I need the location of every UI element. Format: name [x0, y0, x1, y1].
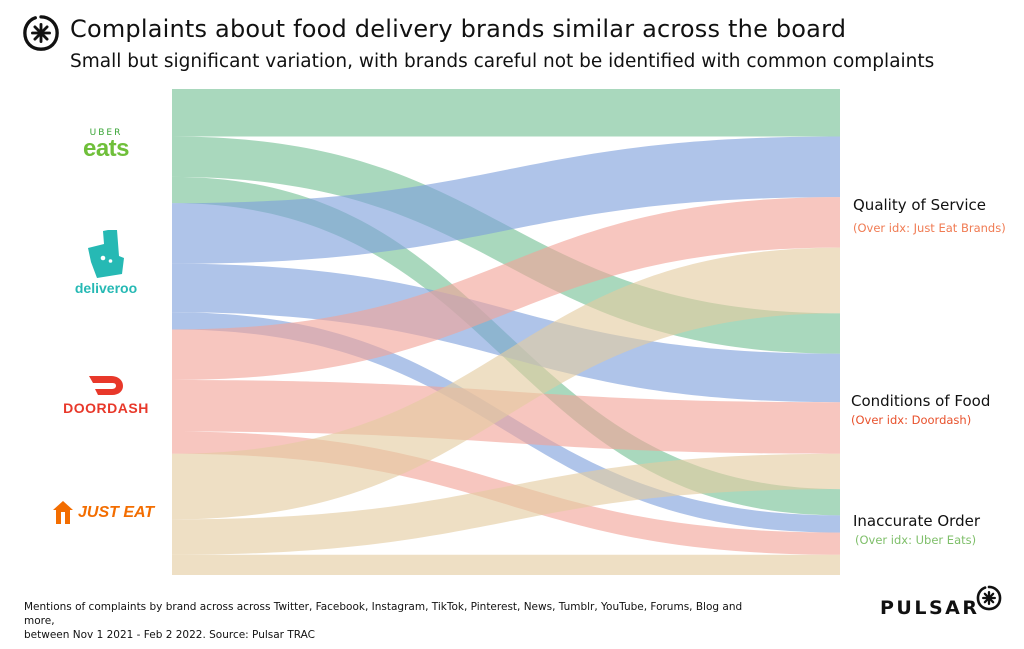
category-conditions-of-food: Conditions of Food — [851, 392, 991, 410]
flow-deliveroo-to-conditions-of-food — [172, 263, 840, 403]
flow-deliveroo-to-quality-of-service — [172, 136, 840, 264]
deliveroo-logo-text: deliveroo — [74, 280, 138, 296]
category-inaccurate-order: Inaccurate Order — [853, 512, 980, 530]
page-subtitle: Small but significant variation, with br… — [70, 51, 935, 72]
brand-uber-eats: UBER eats — [72, 128, 140, 162]
brand-deliveroo: deliveroo — [72, 228, 140, 296]
uber-eats-logo-text: eats — [82, 135, 130, 162]
doordash-logo-text: DOORDASH — [63, 400, 149, 416]
flow-just-eat-to-quality-of-service — [172, 247, 840, 520]
just-eat-house-icon — [53, 501, 73, 524]
flow-doordash-to-conditions-of-food — [172, 379, 840, 454]
footer-note: Mentions of complaints by brand across a… — [24, 600, 764, 642]
just-eat-logo-text: JUST EAT — [78, 504, 155, 521]
uber-eats-logo-top: UBER — [89, 128, 123, 138]
category-inaccurate-order-index: (Over idx: Uber Eats) — [855, 533, 977, 547]
category-conditions-of-food-index: (Over idx: Doordash) — [851, 413, 972, 427]
pulsar-logo-icon — [23, 15, 59, 51]
footer-line-1: Mentions of complaints by brand across a… — [24, 601, 743, 627]
flow-doordash-to-quality-of-service — [172, 197, 840, 380]
pulsar-wordmark: PULSAR — [880, 597, 980, 619]
brand-doordash: DOORDASH — [58, 374, 154, 416]
doordash-dash-icon — [89, 376, 123, 395]
footer-line-2: between Nov 1 2021 - Feb 2 2022. Source:… — [24, 629, 315, 641]
brand-just-eat: JUST EAT — [52, 500, 156, 526]
flow-just-eat-to-conditions-of-food — [172, 453, 840, 555]
page-title: Complaints about food delivery brands si… — [70, 15, 847, 43]
category-quality-of-service: Quality of Service — [853, 196, 987, 214]
category-quality-of-service-index: (Over idx: Just Eat Brands) — [853, 221, 1006, 235]
flow-uber-eats-to-quality-of-service — [172, 89, 840, 137]
flow-just-eat-to-inaccurate-order — [172, 554, 840, 575]
deliveroo-kangaroo-icon — [88, 230, 124, 278]
pulsar-star-icon — [976, 585, 1002, 611]
